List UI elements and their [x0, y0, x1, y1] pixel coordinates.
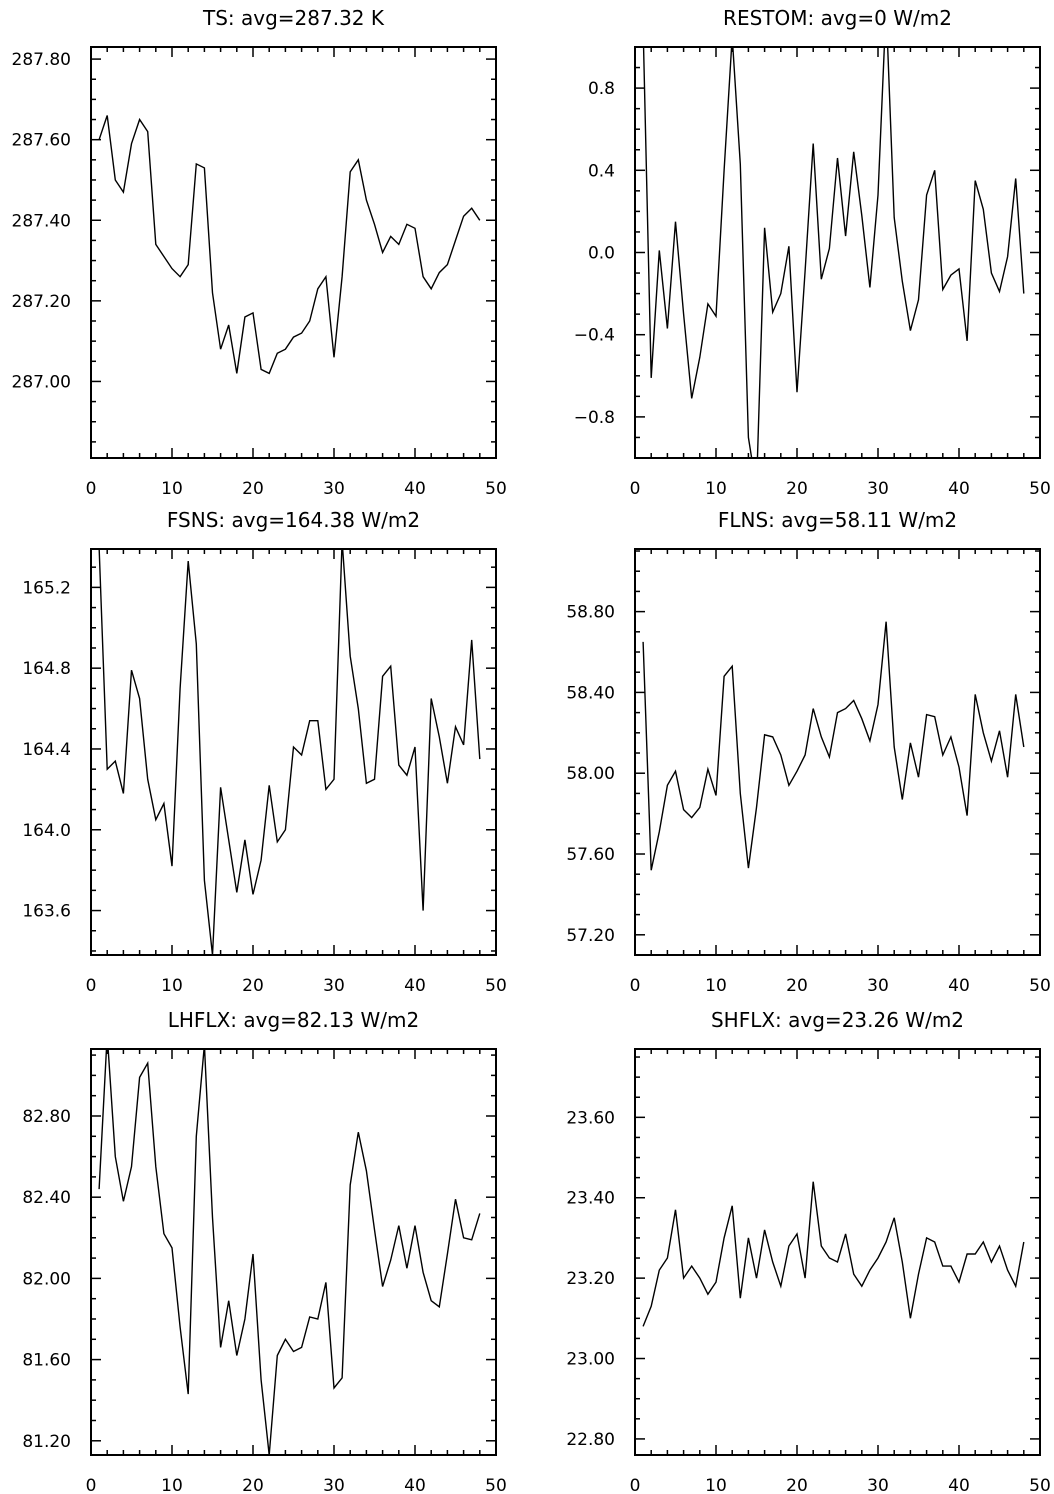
x-tick-label: 50 — [485, 1476, 507, 1494]
x-tick-label: 40 — [404, 1476, 426, 1494]
x-tick-label: 50 — [485, 976, 507, 996]
x-tick-label: 0 — [630, 479, 641, 499]
series-line — [642, 1181, 1025, 1327]
y-tick-label: 57.60 — [566, 845, 615, 865]
y-tick-label: 287.40 — [12, 211, 71, 231]
y-tick-label: 23.40 — [566, 1189, 615, 1209]
x-tick-label: 30 — [867, 479, 889, 499]
y-tick-label: 287.00 — [12, 372, 71, 392]
x-tick-label: 50 — [1029, 479, 1051, 499]
x-tick-label: 40 — [948, 1476, 970, 1494]
series-line — [642, 47, 1025, 458]
x-tick-label: 30 — [867, 976, 889, 996]
x-tick-label: 20 — [242, 1476, 264, 1494]
chart-title: TS: avg=287.32 K — [202, 6, 385, 30]
x-tick-label: 10 — [161, 1476, 183, 1494]
series-line — [98, 1049, 481, 1455]
y-tick-label: 23.00 — [566, 1350, 615, 1370]
y-tick-label: 164.4 — [22, 740, 71, 760]
y-tick-label: 163.6 — [22, 902, 71, 922]
y-tick-label: 0.0 — [588, 244, 615, 264]
x-tick-label: 30 — [323, 976, 345, 996]
chart-panel-1: TS: avg=287.32 K 0 10 20 30 40 50 287.00 287.20 2… — [12, 6, 507, 499]
chart-panel-3: FSNS: avg=164.38 W/m2 0 10 20 30 40 50 163.6 164… — [22, 508, 506, 996]
x-tick-label: 20 — [786, 479, 808, 499]
y-tick-label: 57.20 — [566, 926, 615, 946]
x-tick-label: 0 — [630, 1476, 641, 1494]
x-tick-label: 20 — [786, 1476, 808, 1494]
x-tick-label: 30 — [323, 1476, 345, 1494]
y-tick-label: 82.80 — [22, 1107, 71, 1127]
plot-frame — [90, 548, 497, 956]
chart-panel-2: RESTOM: avg=0 W/m2 0 10 20 30 40 50 −0.8 −0.4 0.0… — [574, 6, 1051, 499]
plot-frame — [90, 46, 497, 459]
chart-title: FSNS: avg=164.38 W/m2 — [167, 508, 420, 532]
y-tick-label: 164.8 — [22, 659, 71, 679]
x-tick-label: 30 — [867, 1476, 889, 1494]
x-tick-label: 10 — [161, 479, 183, 499]
y-tick-label: 82.40 — [22, 1188, 71, 1208]
y-tick-label: 58.00 — [566, 764, 615, 784]
x-tick-label: 10 — [705, 1476, 727, 1494]
y-tick-label: 58.40 — [566, 683, 615, 703]
y-tick-label: 0.8 — [588, 79, 615, 99]
series-line — [98, 549, 481, 955]
series-line — [642, 621, 1025, 871]
x-tick-label: 50 — [485, 479, 507, 499]
y-tick-label: −0.4 — [574, 326, 615, 346]
x-tick-label: 0 — [630, 976, 641, 996]
y-tick-label: 287.80 — [12, 50, 71, 70]
x-tick-label: 0 — [86, 1476, 97, 1494]
chart-title: SHFLX: avg=23.26 W/m2 — [711, 1008, 964, 1032]
chart-panel-5: LHFLX: avg=82.13 W/m2 0 10 20 30 40 50 81.20 81.… — [22, 1008, 506, 1494]
y-tick-label: 82.00 — [22, 1269, 71, 1289]
x-tick-label: 50 — [1029, 976, 1051, 996]
y-tick-label: 81.20 — [22, 1432, 71, 1452]
chart-title: LHFLX: avg=82.13 W/m2 — [168, 1008, 420, 1032]
y-tick-label: 165.2 — [22, 578, 71, 598]
y-tick-label: 287.60 — [12, 131, 71, 151]
x-tick-label: 0 — [86, 479, 97, 499]
x-tick-label: 50 — [1029, 1476, 1051, 1494]
chart-title: FLNS: avg=58.11 W/m2 — [718, 508, 957, 532]
chart-panel-6: SHFLX: avg=23.26 W/m2 0 10 20 30 40 50 22.80 23.… — [566, 1008, 1050, 1494]
chart-title: RESTOM: avg=0 W/m2 — [723, 6, 952, 30]
x-tick-label: 10 — [705, 976, 727, 996]
plot-frame — [90, 1048, 497, 1456]
plot-frame — [634, 548, 1041, 956]
x-tick-label: 40 — [948, 479, 970, 499]
x-tick-label: 0 — [86, 976, 97, 996]
x-tick-label: 40 — [404, 976, 426, 996]
y-tick-label: 287.20 — [12, 292, 71, 312]
y-tick-label: 58.80 — [566, 603, 615, 623]
plot-frame — [634, 46, 1041, 459]
x-tick-label: 10 — [161, 976, 183, 996]
x-tick-label: 20 — [242, 479, 264, 499]
y-tick-label: 23.60 — [566, 1108, 615, 1128]
x-tick-label: 30 — [323, 479, 345, 499]
y-tick-label: 0.4 — [588, 161, 615, 181]
x-tick-label: 40 — [404, 479, 426, 499]
y-tick-label: 23.20 — [566, 1269, 615, 1289]
x-tick-label: 20 — [242, 976, 264, 996]
x-tick-label: 40 — [948, 976, 970, 996]
y-tick-label: 164.0 — [22, 821, 71, 841]
x-tick-label: 10 — [705, 479, 727, 499]
chart-panel-4: FLNS: avg=58.11 W/m2 0 10 20 30 40 50 57.20 57.6… — [566, 508, 1050, 996]
y-tick-label: 22.80 — [566, 1430, 615, 1450]
series-line — [98, 115, 481, 375]
x-tick-label: 20 — [786, 976, 808, 996]
y-tick-label: −0.8 — [574, 408, 615, 428]
plot-frame — [634, 1048, 1041, 1456]
y-tick-label: 81.60 — [22, 1351, 71, 1371]
